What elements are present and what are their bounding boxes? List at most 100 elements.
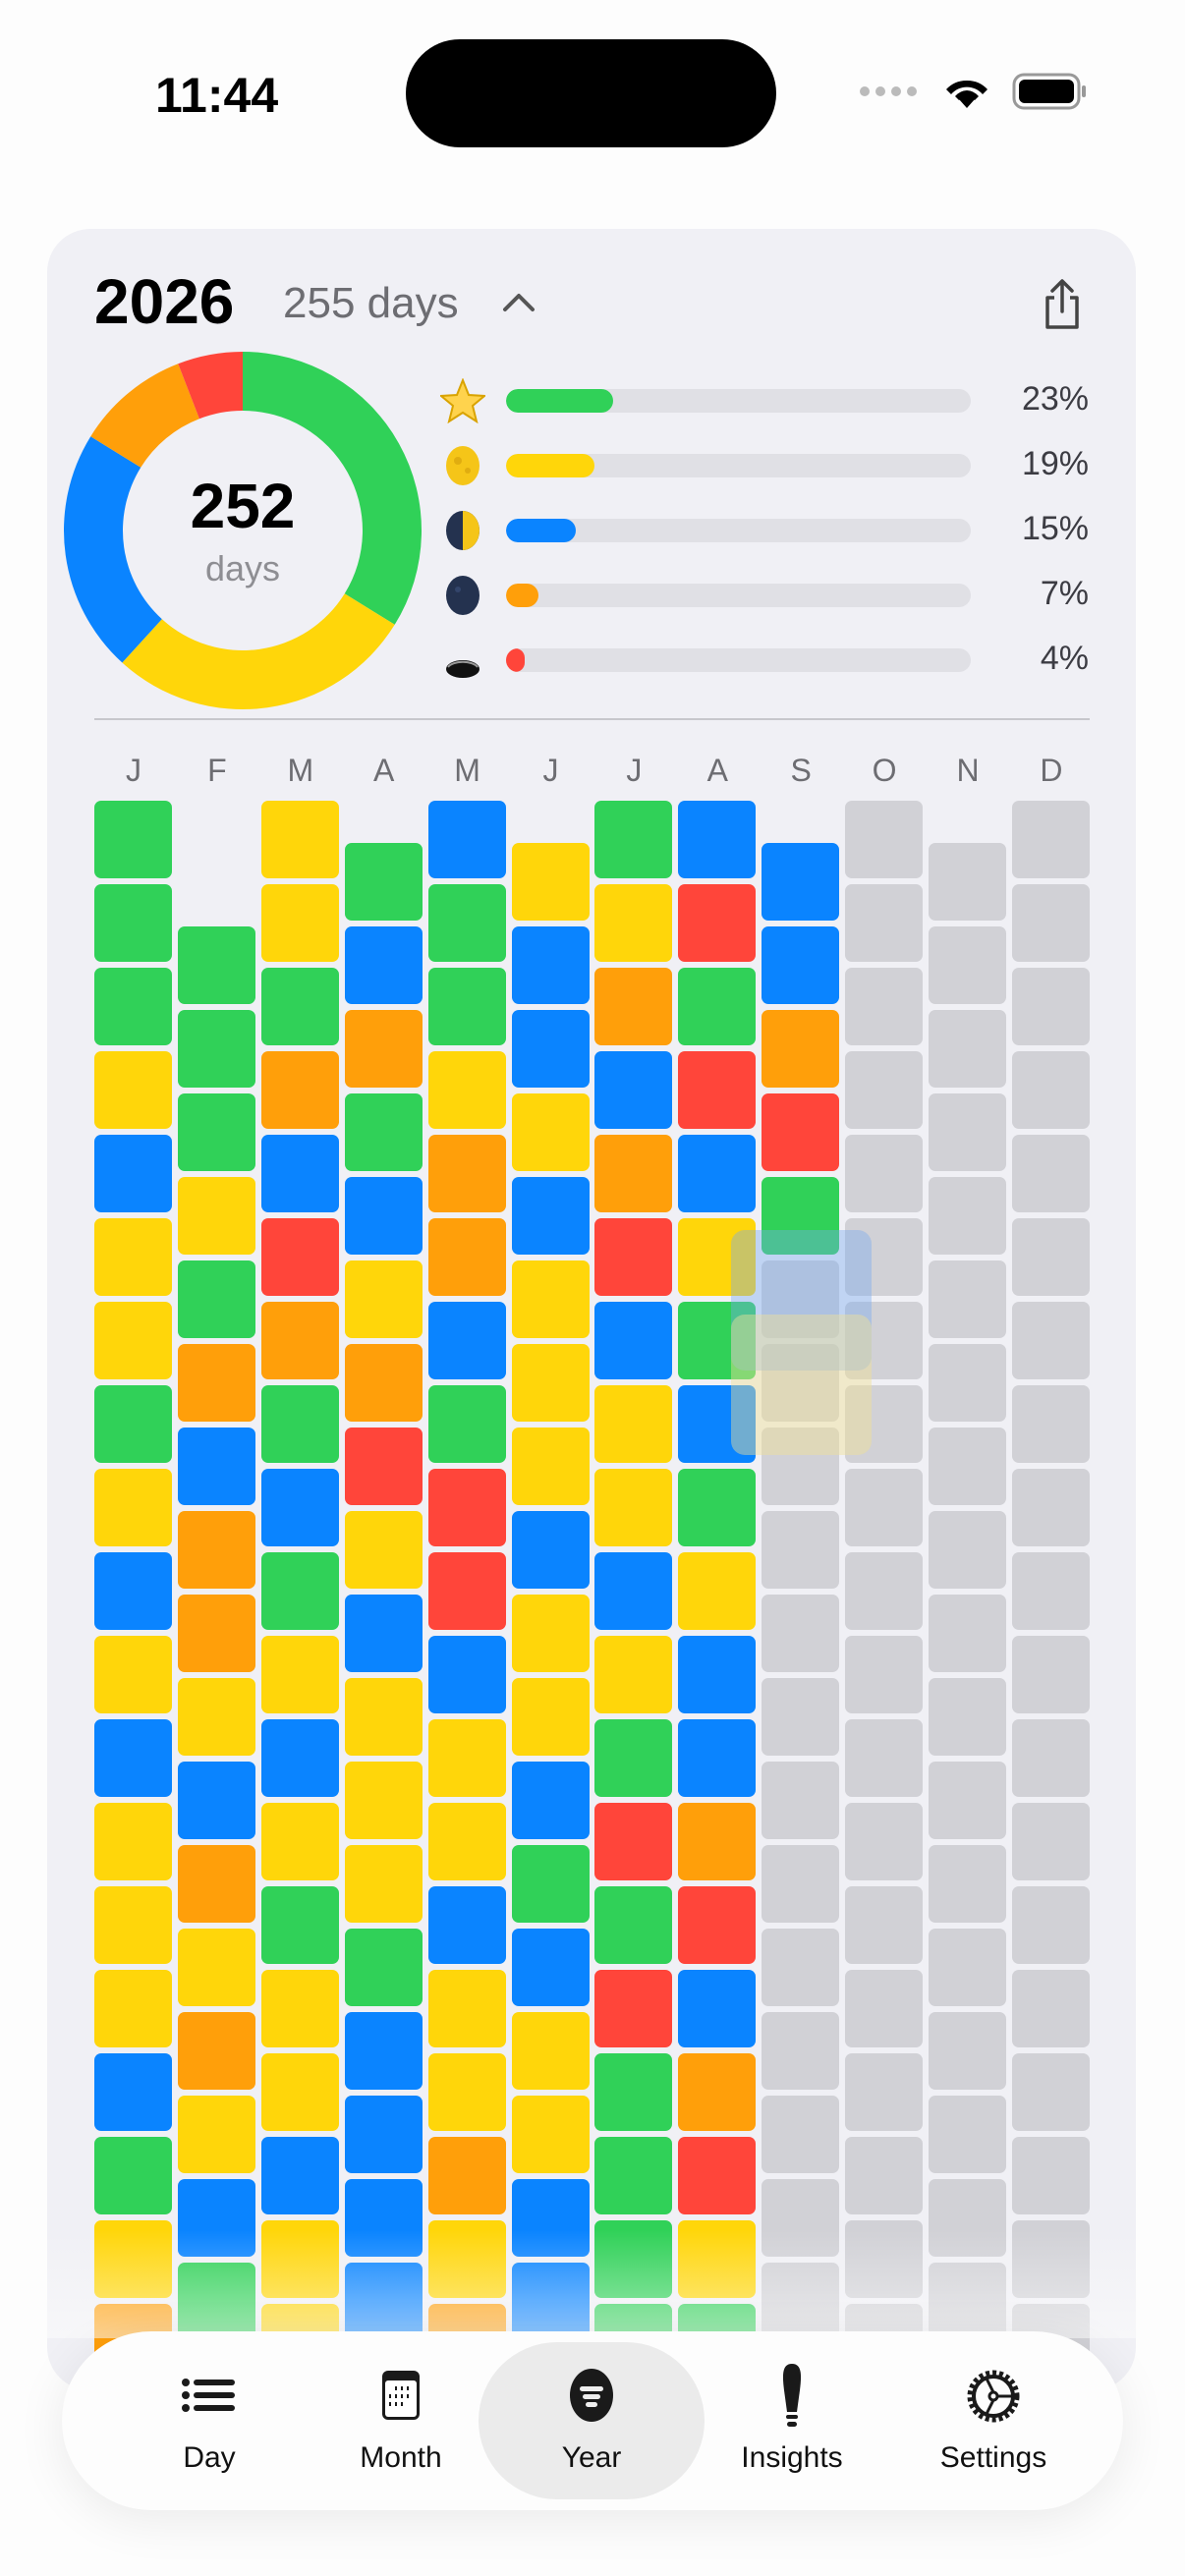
day-cell[interactable] <box>260 1218 339 1296</box>
day-cell[interactable] <box>94 1886 172 1964</box>
day-cell[interactable] <box>94 1051 172 1129</box>
day-cell[interactable] <box>344 2011 423 2090</box>
day-cell[interactable] <box>594 1803 673 1880</box>
tab-month[interactable]: Month <box>303 2331 499 2510</box>
day-cell[interactable] <box>762 1009 840 1088</box>
day-cell[interactable] <box>177 1677 255 1756</box>
day-cell[interactable] <box>177 1761 255 1839</box>
day-cell[interactable] <box>678 1302 757 1379</box>
day-cell-empty[interactable] <box>1011 1051 1090 1129</box>
day-cell-empty[interactable] <box>845 2053 924 2131</box>
day-cell[interactable] <box>344 1594 423 1672</box>
day-cell[interactable] <box>427 801 506 878</box>
day-cell-empty[interactable] <box>845 1552 924 1630</box>
day-cell-empty[interactable] <box>1011 2053 1090 2131</box>
day-cell[interactable] <box>594 1636 673 1713</box>
day-cell-empty[interactable] <box>1011 2137 1090 2214</box>
day-cell[interactable] <box>511 1176 590 1255</box>
day-cell[interactable] <box>511 1427 590 1505</box>
day-cell-empty[interactable] <box>845 968 924 1045</box>
day-cell[interactable] <box>594 1218 673 1296</box>
day-cell-empty[interactable] <box>929 842 1006 921</box>
day-cell[interactable] <box>511 925 590 1004</box>
day-cell[interactable] <box>427 2137 506 2214</box>
day-cell[interactable] <box>594 1970 673 2047</box>
chevron-up-icon[interactable] <box>501 290 536 313</box>
day-cell[interactable] <box>344 1260 423 1338</box>
day-cell-empty[interactable] <box>762 1343 840 1422</box>
day-cell[interactable] <box>427 1385 506 1463</box>
day-cell-empty[interactable] <box>929 1594 1006 1672</box>
day-cell[interactable] <box>427 1552 506 1630</box>
day-cell-empty[interactable] <box>1011 1302 1090 1379</box>
day-cell[interactable] <box>344 925 423 1004</box>
day-cell[interactable] <box>594 1302 673 1379</box>
day-cell[interactable] <box>344 1928 423 2006</box>
day-cell-empty[interactable] <box>929 1260 1006 1338</box>
day-cell-empty[interactable] <box>929 1761 1006 1839</box>
day-cell-empty[interactable] <box>929 1510 1006 1589</box>
day-cell[interactable] <box>177 1092 255 1171</box>
day-cell[interactable] <box>511 1677 590 1756</box>
day-cell[interactable] <box>678 1051 757 1129</box>
day-cell[interactable] <box>177 1844 255 1923</box>
day-cell-empty[interactable] <box>845 1719 924 1797</box>
day-cell-empty[interactable] <box>1011 1469 1090 1546</box>
day-cell[interactable] <box>762 1176 840 1255</box>
day-cell[interactable] <box>177 1176 255 1255</box>
day-cell[interactable] <box>177 2011 255 2090</box>
day-cell-empty[interactable] <box>762 1677 840 1756</box>
day-cell[interactable] <box>344 1343 423 1422</box>
day-cell-empty[interactable] <box>845 1051 924 1129</box>
day-cell[interactable] <box>678 1803 757 1880</box>
day-cell[interactable] <box>594 1469 673 1546</box>
day-cell[interactable] <box>511 2011 590 2090</box>
day-cell-empty[interactable] <box>929 925 1006 1004</box>
day-cell[interactable] <box>94 1385 172 1463</box>
day-cell[interactable] <box>678 1552 757 1630</box>
day-cell[interactable] <box>94 968 172 1045</box>
day-cell-empty[interactable] <box>1011 1970 1090 2047</box>
day-cell-empty[interactable] <box>845 1469 924 1546</box>
day-cell-empty[interactable] <box>762 2011 840 2090</box>
day-cell[interactable] <box>678 2053 757 2131</box>
day-cell[interactable] <box>94 1218 172 1296</box>
day-cell[interactable] <box>762 1092 840 1171</box>
day-cell[interactable] <box>678 1218 757 1296</box>
day-cell[interactable] <box>177 1510 255 1589</box>
day-cell[interactable] <box>511 1009 590 1088</box>
day-cell-empty[interactable] <box>929 1343 1006 1422</box>
day-cell[interactable] <box>260 1886 339 1964</box>
day-cell[interactable] <box>427 968 506 1045</box>
day-cell[interactable] <box>260 1552 339 1630</box>
share-icon[interactable] <box>1042 278 1083 331</box>
day-cell[interactable] <box>94 1135 172 1212</box>
day-cell-empty[interactable] <box>762 1761 840 1839</box>
day-cell[interactable] <box>94 1803 172 1880</box>
day-cell[interactable] <box>427 1051 506 1129</box>
day-cell[interactable] <box>427 1469 506 1546</box>
day-cell[interactable] <box>260 1135 339 1212</box>
day-cell[interactable] <box>594 968 673 1045</box>
day-cell[interactable] <box>511 1092 590 1171</box>
day-cell-empty[interactable] <box>929 1928 1006 2006</box>
tab-insights[interactable]: Insights <box>694 2331 890 2510</box>
day-cell-empty[interactable] <box>845 884 924 962</box>
day-cell[interactable] <box>594 1385 673 1463</box>
day-cell[interactable] <box>427 1302 506 1379</box>
day-cell[interactable] <box>94 1970 172 2047</box>
day-cell[interactable] <box>177 1343 255 1422</box>
day-cell-empty[interactable] <box>1011 1552 1090 1630</box>
day-cell[interactable] <box>762 842 840 921</box>
day-cell[interactable] <box>427 1636 506 1713</box>
day-cell-empty[interactable] <box>762 1427 840 1505</box>
day-cell[interactable] <box>678 1886 757 1964</box>
day-cell[interactable] <box>511 842 590 921</box>
day-cell-empty[interactable] <box>845 801 924 878</box>
day-cell[interactable] <box>427 884 506 962</box>
day-cell[interactable] <box>260 801 339 878</box>
day-cell[interactable] <box>678 1970 757 2047</box>
day-cell-empty[interactable] <box>845 1803 924 1880</box>
day-cell[interactable] <box>94 884 172 962</box>
day-cell-empty[interactable] <box>1011 968 1090 1045</box>
